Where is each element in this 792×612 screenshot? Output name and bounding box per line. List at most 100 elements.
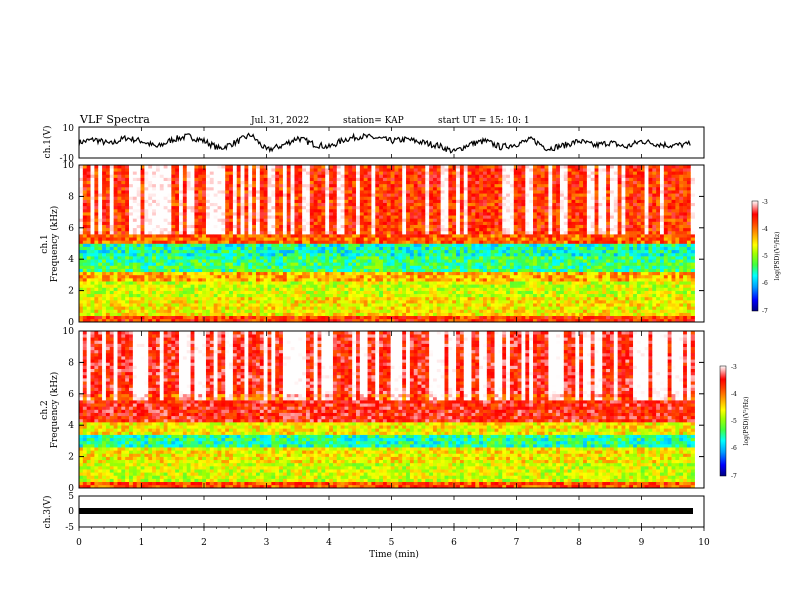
- spec1-cell: [113, 315, 118, 320]
- spec1-cell: [132, 293, 138, 298]
- spec1-cell: [290, 252, 295, 257]
- spec1-cell: [94, 224, 99, 229]
- spec1-cell: [152, 240, 157, 244]
- spec1-cell: [259, 318, 264, 323]
- spec1-cell: [344, 224, 349, 229]
- spec1-cell: [444, 259, 449, 263]
- spec1-cell: [298, 168, 303, 172]
- spec1-cell: [140, 212, 145, 216]
- spec1-cell: [394, 265, 399, 269]
- spec1-cell: [136, 193, 141, 197]
- spec1-cell: [340, 234, 345, 238]
- spec1-cell: [236, 237, 241, 241]
- spec1-cell: [417, 234, 422, 238]
- spec1-cell: [298, 240, 303, 244]
- spec1-cell: [359, 284, 365, 288]
- spec1-cell: [302, 284, 307, 288]
- spec1-cell: [317, 212, 322, 216]
- spec1-cell: [144, 306, 149, 310]
- spec1-cell: [456, 274, 461, 279]
- spec1-cell: [417, 300, 422, 304]
- spec1-cell: [406, 290, 411, 295]
- spec1-cell: [263, 171, 268, 175]
- spec1-cell: [217, 196, 222, 200]
- spec1-cell: [102, 168, 107, 172]
- spec1-cell: [175, 274, 180, 279]
- spec1-cell: [282, 246, 288, 251]
- spec1-cell: [386, 180, 391, 185]
- spec1-cell: [344, 318, 349, 323]
- spec1-cell: [432, 190, 438, 194]
- spec1-cell: [136, 218, 141, 222]
- spec1-cell: [90, 268, 95, 273]
- spec1-cell: [209, 281, 214, 285]
- spec1-cell: [313, 218, 318, 222]
- spec1-cell: [379, 303, 384, 307]
- spec1-cell: [182, 271, 188, 276]
- spec1-cell: [198, 274, 203, 279]
- spec1-cell: [217, 230, 222, 235]
- spec1-cell: [356, 227, 361, 232]
- spec1-cell: [225, 243, 230, 247]
- spec1-cell: [202, 208, 207, 213]
- spec1-cell: [82, 287, 87, 291]
- spec1-cell: [302, 202, 307, 207]
- spec1-cell: [205, 205, 211, 210]
- spec1-cell: [432, 278, 438, 282]
- spec1-cell: [298, 171, 303, 175]
- spec1-cell: [113, 193, 118, 197]
- spec1-cell: [329, 278, 334, 282]
- spec1-cell: [367, 271, 372, 276]
- spec1-cell: [279, 215, 284, 219]
- spec1-cell: [182, 237, 188, 241]
- spec1-cell: [98, 318, 103, 323]
- spec1-cell: [363, 218, 368, 222]
- spec1-cell: [205, 249, 211, 254]
- spec1-cell: [344, 249, 349, 254]
- spec1-cell: [382, 274, 388, 279]
- spec1-cell: [306, 193, 311, 197]
- spec1-cell: [263, 249, 268, 254]
- spec1-cell: [309, 278, 315, 282]
- spec1-cell: [94, 208, 99, 213]
- spec1-cell: [317, 300, 322, 304]
- spec1-cell: [425, 309, 430, 313]
- spec1-cell: [282, 306, 288, 310]
- spec1-cell: [148, 234, 153, 238]
- spec1-cell: [90, 215, 95, 219]
- spec1-cell: [109, 193, 114, 197]
- spec1-cell: [336, 202, 341, 207]
- spec1-cell: [425, 177, 430, 181]
- spec1-cell: [286, 196, 291, 200]
- spec1-cell: [86, 287, 91, 291]
- spec1-cell: [275, 234, 280, 238]
- spec1-cell: [194, 196, 199, 200]
- spec1-cell: [306, 202, 311, 207]
- spec1-cell: [86, 183, 91, 188]
- spec1-cell: [309, 224, 315, 229]
- spec1-cell: [375, 240, 380, 244]
- spec1-cell: [452, 183, 457, 188]
- spec1-cell: [225, 221, 230, 225]
- spec1-cell: [290, 290, 295, 295]
- spec1-cell: [321, 243, 326, 247]
- spec1-cell: [205, 300, 211, 304]
- spec1-cell: [356, 287, 361, 291]
- spec1-cell: [129, 252, 134, 257]
- spec1-cell: [90, 278, 95, 282]
- spec1-cell: [394, 274, 399, 279]
- spec1-cell: [167, 274, 172, 279]
- spec1-cell: [456, 205, 461, 210]
- spec1-cell: [259, 278, 264, 282]
- spec1-cell: [356, 284, 361, 288]
- spec1-cell: [302, 218, 307, 222]
- spec1-cell: [275, 252, 280, 257]
- spec1-cell: [213, 271, 218, 276]
- spec1-cell: [290, 212, 295, 216]
- spec1-cell: [225, 199, 230, 203]
- spec1-cell: [117, 168, 122, 172]
- spec1-cell: [152, 183, 157, 188]
- spec1-cell: [456, 287, 461, 291]
- spec1-cell: [102, 293, 107, 298]
- spec1-cell: [148, 168, 153, 172]
